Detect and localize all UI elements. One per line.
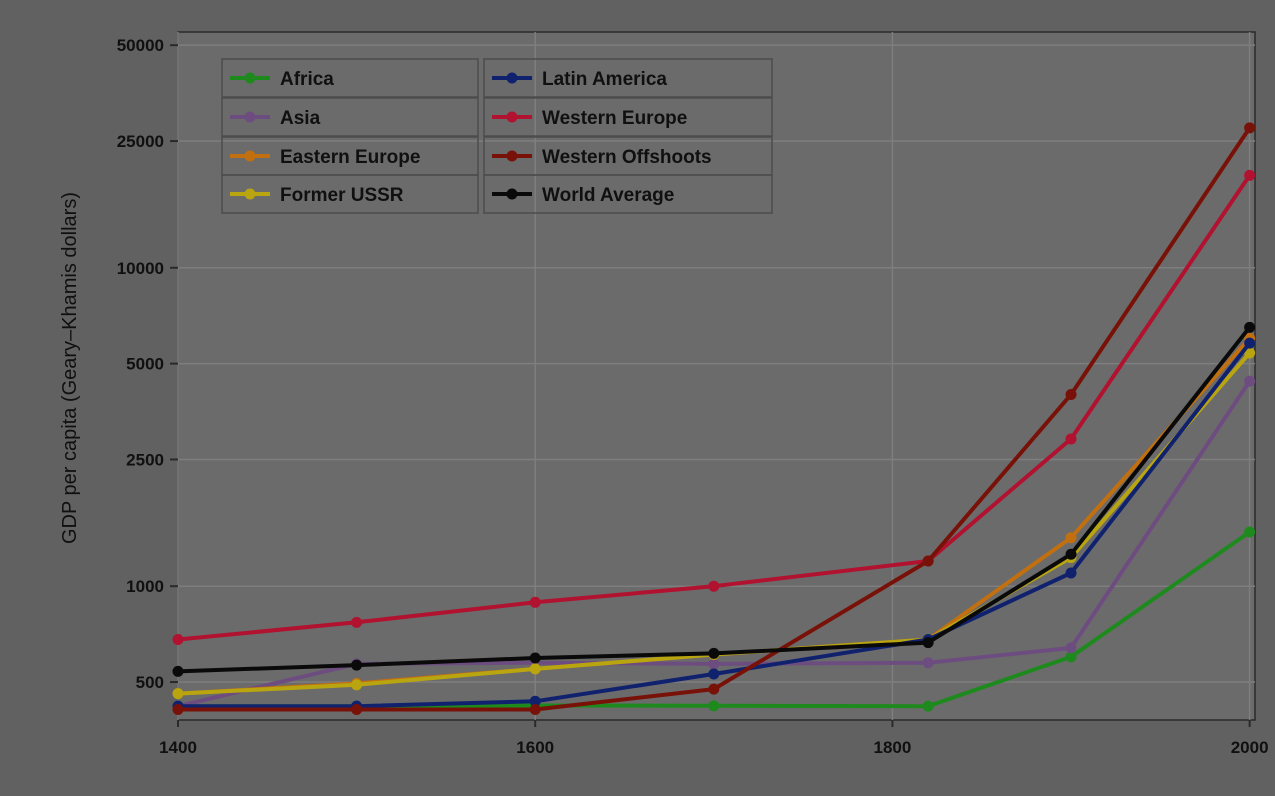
y-tick-label-25000: 25000 xyxy=(117,132,164,151)
point-western-offshoots-1820 xyxy=(922,555,934,567)
point-latin-america-1900 xyxy=(1065,567,1077,579)
point-western-europe-2000 xyxy=(1244,169,1256,181)
y-tick-label-500: 500 xyxy=(136,673,164,692)
point-world-average-1600 xyxy=(529,652,541,664)
legend-swatch-marker-world-average xyxy=(506,188,518,200)
legend-label-africa: Africa xyxy=(280,69,334,90)
y-tick-label-10000: 10000 xyxy=(117,259,164,278)
y-tick-label-5000: 5000 xyxy=(126,355,164,374)
point-western-offshoots-1400 xyxy=(172,703,184,715)
legend-item-box-western-europe xyxy=(483,97,773,137)
legend-item-box-former-ussr xyxy=(221,174,479,214)
legend-item-box-latin-america xyxy=(483,58,773,98)
point-africa-1820 xyxy=(922,700,934,712)
legend-swatch-marker-former-ussr xyxy=(244,188,256,200)
point-africa-2000 xyxy=(1244,526,1256,538)
point-western-offshoots-1900 xyxy=(1065,388,1077,400)
point-former-ussr-1400 xyxy=(172,688,184,700)
point-world-average-1900 xyxy=(1065,548,1077,560)
point-western-offshoots-2000 xyxy=(1244,122,1256,134)
legend-label-asia: Asia xyxy=(280,108,321,129)
point-western-europe-1600 xyxy=(529,596,541,608)
point-africa-1700 xyxy=(708,700,720,712)
legend: Africa Asia Eastern Europe Former USSR Latin… xyxy=(221,58,773,214)
point-world-average-1700 xyxy=(708,647,720,659)
point-western-europe-1500 xyxy=(351,616,363,628)
legend-swatch-marker-eastern-europe xyxy=(244,150,256,162)
y-tick-label-2500: 2500 xyxy=(126,450,164,469)
axes-layer: 1400 1600 1800 2000 500 1000 2500 5000 10000 2500… xyxy=(117,36,1269,757)
x-tick-label-2000: 2000 xyxy=(1231,738,1269,757)
point-asia-2000 xyxy=(1244,375,1256,387)
point-former-ussr-1500 xyxy=(351,679,363,691)
x-tick-label-1400: 1400 xyxy=(159,738,197,757)
point-western-offshoots-1600 xyxy=(529,703,541,715)
legend-swatch-marker-latin-america xyxy=(506,72,518,84)
legend-item-box-asia xyxy=(221,97,479,137)
y-tick-label-50000: 50000 xyxy=(117,36,164,55)
legend-item-box-africa xyxy=(221,58,479,98)
point-western-europe-1400 xyxy=(172,634,184,646)
point-eastern-europe-1900 xyxy=(1065,532,1077,544)
series-layer xyxy=(172,122,1256,715)
legend-label-latin-america: Latin America xyxy=(542,69,667,90)
x-tick-label-1600: 1600 xyxy=(516,738,554,757)
legend-label-western-offshoots: Western Offshoots xyxy=(542,147,712,168)
point-western-europe-1700 xyxy=(708,580,720,592)
point-western-europe-1900 xyxy=(1065,433,1077,445)
legend-label-western-europe: Western Europe xyxy=(542,108,687,129)
point-africa-1900 xyxy=(1065,651,1077,663)
point-world-average-1400 xyxy=(172,665,184,677)
legend-label-eastern-europe: Eastern Europe xyxy=(280,147,420,168)
point-former-ussr-1600 xyxy=(529,663,541,675)
legend-swatch-marker-western-offshoots xyxy=(506,150,518,162)
x-tick-label-1800: 1800 xyxy=(874,738,912,757)
point-latin-america-2000 xyxy=(1244,337,1256,349)
legend-label-former-ussr: Former USSR xyxy=(280,185,404,206)
point-former-ussr-2000 xyxy=(1244,347,1256,359)
legend-swatch-marker-africa xyxy=(244,72,256,84)
point-asia-1900 xyxy=(1065,642,1077,654)
point-world-average-1820 xyxy=(922,637,934,649)
point-world-average-1500 xyxy=(351,659,363,671)
point-western-offshoots-1700 xyxy=(708,683,720,695)
point-western-offshoots-1500 xyxy=(351,703,363,715)
legend-swatch-marker-asia xyxy=(244,111,256,123)
point-latin-america-1600 xyxy=(529,695,541,707)
legend-swatch-marker-western-europe xyxy=(506,111,518,123)
y-tick-label-1000: 1000 xyxy=(126,577,164,596)
plot-area xyxy=(177,31,1256,721)
legend-label-world-average: World Average xyxy=(542,185,674,206)
point-asia-1820 xyxy=(922,657,934,669)
legend-item-box-world-average xyxy=(483,174,773,214)
point-asia-1700 xyxy=(708,658,720,670)
point-latin-america-1700 xyxy=(708,668,720,680)
y-axis-title: GDP per capita (Geary–Khamis dollars) xyxy=(59,192,81,544)
point-world-average-2000 xyxy=(1244,321,1256,333)
